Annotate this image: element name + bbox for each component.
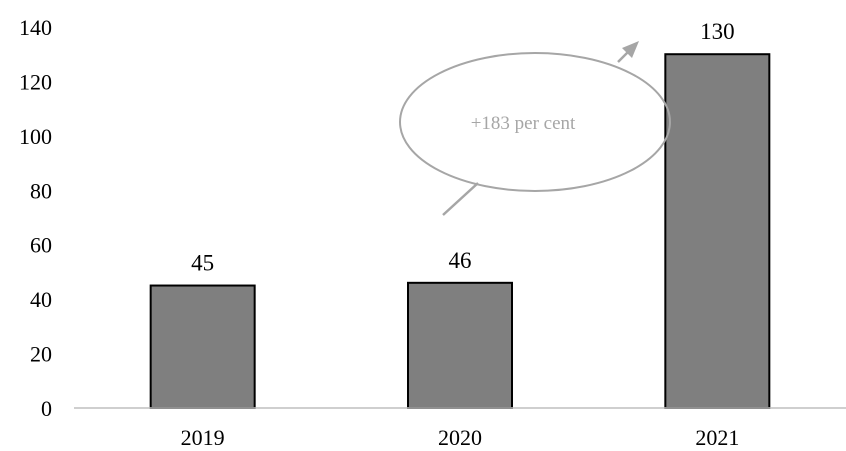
data-labels: 45 46 130 bbox=[191, 19, 734, 275]
y-axis-ticks: 0 20 40 60 80 100 120 140 bbox=[19, 15, 52, 421]
y-tick-label: 40 bbox=[30, 287, 52, 312]
data-label-2020: 46 bbox=[449, 248, 472, 273]
data-label-2021: 130 bbox=[700, 19, 735, 44]
y-tick-label: 100 bbox=[19, 124, 52, 149]
y-tick-label: 80 bbox=[30, 178, 52, 203]
data-label-2019: 45 bbox=[191, 251, 214, 276]
bar-2021 bbox=[664, 53, 771, 409]
bar-2019 bbox=[149, 284, 256, 409]
annotation-text: +183 per cent bbox=[471, 113, 576, 134]
bar-2020 bbox=[407, 281, 513, 410]
x-tick-label-2019: 2019 bbox=[181, 425, 225, 450]
annotation-ellipse bbox=[399, 52, 671, 192]
y-tick-label: 60 bbox=[30, 233, 52, 258]
y-tick-label: 120 bbox=[19, 69, 52, 94]
x-tick-label-2021: 2021 bbox=[695, 425, 739, 450]
growth-annotation: +183 per cent bbox=[399, 41, 671, 216]
bars bbox=[149, 53, 771, 410]
x-tick-label-2020: 2020 bbox=[438, 425, 482, 450]
y-tick-label: 0 bbox=[41, 396, 52, 421]
annotation-arrow-tail bbox=[442, 182, 479, 216]
y-tick-label: 140 bbox=[19, 15, 52, 40]
x-axis-ticks: 2019 2020 2021 bbox=[181, 425, 740, 450]
y-tick-label: 20 bbox=[30, 342, 52, 367]
annotation-arrowhead bbox=[622, 41, 639, 58]
